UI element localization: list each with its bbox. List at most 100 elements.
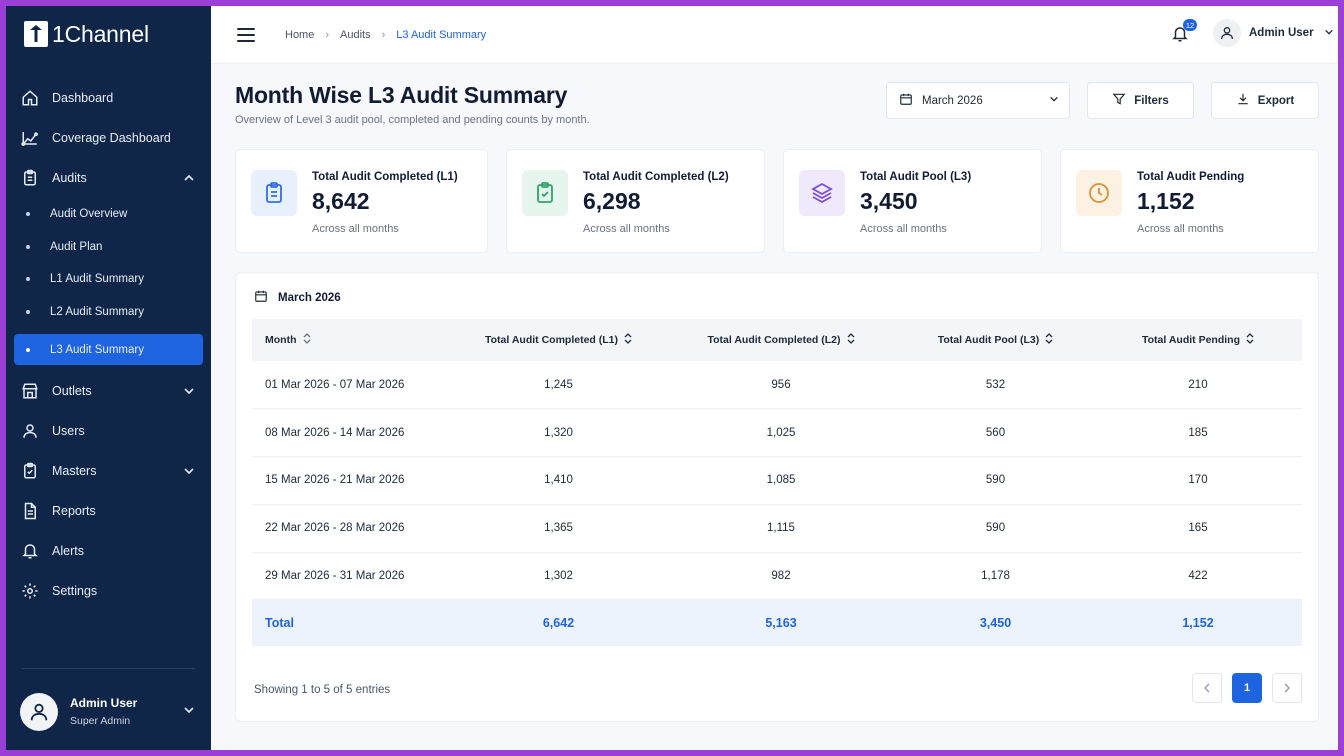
home-icon (20, 88, 40, 108)
filter-icon (1112, 92, 1126, 109)
notifications-button[interactable]: 12 (1171, 19, 1197, 46)
logo[interactable]: 1Channel (6, 6, 211, 62)
chevron-right-icon: › (325, 28, 330, 41)
column-header-l2[interactable]: Total Audit Completed (L2) (665, 319, 897, 361)
sidebar-item-label: Masters (52, 464, 97, 478)
bullet-icon (26, 277, 30, 282)
calendar-icon (899, 92, 913, 109)
next-page-button[interactable] (1272, 673, 1302, 703)
bell-icon (1172, 27, 1188, 42)
month-select-value: March 2026 (922, 94, 983, 107)
prev-page-button[interactable] (1192, 673, 1222, 703)
clipboard-icon (20, 168, 40, 188)
sidebar-nav: Dashboard Coverage Dashboard Audits A (6, 62, 211, 611)
sidebar-item-reports[interactable]: Reports (6, 491, 211, 531)
card-note: Across all months (312, 223, 399, 235)
cell-l2: 1,025 (766, 426, 796, 439)
table-heading-text: March 2026 (278, 291, 341, 304)
clipboard-list-icon (251, 170, 297, 216)
sidebar-user-menu[interactable]: Admin User Super Admin (20, 668, 195, 750)
column-header-pending[interactable]: Total Audit Pending (1094, 319, 1302, 361)
menu-toggle-icon[interactable] (237, 27, 255, 42)
sidebar-subitem-l3-audit-summary[interactable]: L3 Audit Summary (14, 334, 203, 365)
sidebar-item-label: Coverage Dashboard (52, 131, 171, 145)
pagination: 1 (1192, 673, 1302, 703)
logo-mark-icon (24, 21, 48, 47)
chevron-down-icon (1324, 24, 1334, 42)
sidebar-item-masters[interactable]: Masters (6, 451, 211, 491)
table-row: 29 Mar 2026 - 31 Mar 2026 1,302 982 1,17… (252, 552, 1302, 600)
user-name: Admin User (1249, 27, 1314, 39)
sidebar-subitem-audit-plan[interactable]: Audit Plan (6, 231, 203, 264)
cell-l3: 560 (985, 426, 1006, 439)
cell-l2: 982 (771, 570, 791, 583)
chevron-left-icon (1203, 683, 1210, 693)
table-row: 08 Mar 2026 - 14 Mar 2026 1,320 1,025 56… (252, 409, 1302, 457)
breadcrumb-audits[interactable]: Audits (340, 28, 371, 41)
month-select[interactable]: March 2026 (886, 82, 1070, 119)
sidebar-item-alerts[interactable]: Alerts (6, 531, 211, 571)
cell-l2: 1,085 (766, 474, 796, 487)
cell-l1: 1,302 (544, 570, 573, 583)
cell-l3: 532 (985, 378, 1006, 391)
document-icon (20, 501, 40, 521)
sidebar-subitem-label: L3 Audit Summary (50, 343, 144, 356)
cell-l1: 1,320 (544, 426, 573, 439)
chevron-down-icon (183, 703, 195, 721)
sidebar-item-settings[interactable]: Settings (6, 571, 211, 611)
cell-month: 22 Mar 2026 - 28 Mar 2026 (265, 522, 405, 535)
sidebar-item-label: Reports (52, 504, 96, 518)
sort-icon (624, 333, 632, 347)
sidebar-item-label: Outlets (52, 384, 92, 398)
column-header-month[interactable]: Month (252, 319, 452, 361)
column-header-l1[interactable]: Total Audit Completed (L1) (452, 319, 665, 361)
sidebar-item-coverage-dashboard[interactable]: Coverage Dashboard (6, 118, 211, 158)
cell-total-l3: 3,450 (979, 616, 1012, 631)
card-note: Across all months (1137, 223, 1224, 235)
sidebar-item-dashboard[interactable]: Dashboard (6, 78, 211, 118)
card-title: Total Audit Completed (L2) (583, 171, 729, 183)
cell-l2: 1,115 (767, 522, 795, 535)
sidebar-item-label: Dashboard (52, 91, 114, 105)
sidebar-subitem-l1-audit-summary[interactable]: L1 Audit Summary (6, 263, 203, 296)
chart-line-icon (20, 128, 40, 148)
page-button-1[interactable]: 1 (1232, 673, 1262, 703)
cell-l3: 1,178 (981, 570, 1010, 583)
card-title: Total Audit Completed (L1) (312, 171, 458, 183)
page-title: Month Wise L3 Audit Summary (235, 82, 568, 108)
card-title: Total Audit Pool (L3) (860, 171, 972, 183)
card-note: Across all months (860, 223, 947, 235)
filters-button[interactable]: Filters (1087, 82, 1194, 119)
breadcrumb: Home › Audits › L3 Audit Summary (285, 29, 486, 41)
bell-icon (20, 541, 40, 561)
layers-icon (799, 170, 845, 216)
sidebar-item-users[interactable]: Users (6, 411, 211, 451)
export-button[interactable]: Export (1211, 82, 1319, 119)
breadcrumb-home[interactable]: Home (285, 28, 315, 41)
card-value: 6,298 (583, 188, 641, 214)
sort-icon (1246, 333, 1254, 347)
cell-total-l1: 6,642 (542, 616, 575, 631)
table-header-row: Month Total Audit Completed (L1) Total A… (252, 319, 1302, 361)
sidebar-item-audits[interactable]: Audits (6, 158, 211, 198)
cell-month: 29 Mar 2026 - 31 Mar 2026 (265, 570, 405, 583)
cell-pending: 210 (1188, 378, 1208, 391)
user-role: Super Admin (70, 715, 131, 727)
user-icon (20, 421, 40, 441)
column-header-l3[interactable]: Total Audit Pool (L3) (897, 319, 1094, 361)
sidebar-subitem-label: L2 Audit Summary (50, 305, 144, 318)
sidebar-item-outlets[interactable]: Outlets (6, 371, 211, 411)
sidebar-subitem-l2-audit-summary[interactable]: L2 Audit Summary (6, 296, 203, 329)
calendar-icon (254, 289, 268, 306)
user-menu[interactable]: Admin User (1213, 19, 1334, 47)
topbar: Home › Audits › L3 Audit Summary 12 Admi… (211, 6, 1338, 64)
clock-icon (1076, 170, 1122, 216)
bullet-icon (26, 212, 30, 217)
sort-icon (847, 333, 855, 347)
sidebar-item-label: Audits (52, 171, 87, 185)
user-meta: Admin User Super Admin (70, 696, 183, 727)
card-total-audit-completed-l1: Total Audit Completed (L1) 8,642 Across … (235, 149, 488, 253)
cell-l2: 956 (771, 378, 791, 391)
sidebar-subitem-audit-overview[interactable]: Audit Overview (6, 198, 203, 231)
cell-month: 01 Mar 2026 - 07 Mar 2026 (265, 378, 405, 391)
